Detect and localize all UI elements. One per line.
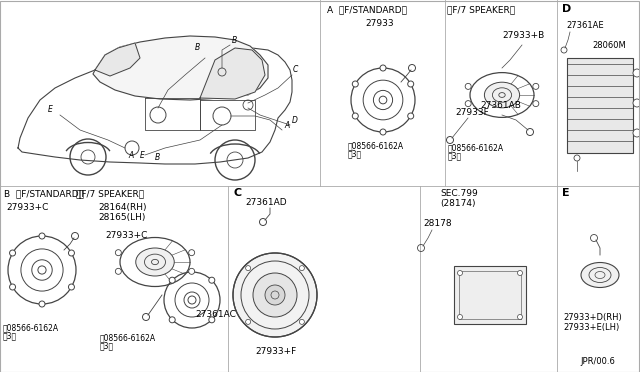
Circle shape [246,320,251,324]
Circle shape [10,284,15,290]
Circle shape [169,317,175,323]
Text: (28174): (28174) [440,199,476,208]
Circle shape [465,83,471,89]
Circle shape [209,277,215,283]
Text: C: C [293,65,298,74]
Text: 28178: 28178 [423,219,452,228]
Text: Ⓝ08566-6162A: Ⓝ08566-6162A [348,141,404,150]
Circle shape [458,314,463,320]
Text: 27933F: 27933F [455,108,489,117]
Circle shape [300,266,305,270]
Ellipse shape [136,248,174,276]
Ellipse shape [484,82,520,108]
Text: JPR/00.6: JPR/00.6 [580,357,615,366]
Circle shape [533,100,539,107]
Text: 〈F/7 SPEAKER〉: 〈F/7 SPEAKER〉 [76,189,144,198]
Circle shape [518,270,522,276]
Text: E: E [140,151,145,160]
Text: Ⓝ08566-6162A: Ⓝ08566-6162A [448,143,504,152]
Text: D: D [292,116,298,125]
Circle shape [115,250,122,256]
Text: 27933: 27933 [365,19,394,28]
Circle shape [518,314,522,320]
Text: A: A [284,121,289,130]
Circle shape [408,113,413,119]
Text: 〈3〉: 〈3〉 [448,151,462,160]
Text: 〈3〉: 〈3〉 [3,331,17,340]
Text: A: A [128,151,133,160]
Circle shape [408,81,413,87]
Text: 27361AD: 27361AD [245,198,287,207]
Text: 27933+C: 27933+C [6,203,49,212]
Text: B  〈F/STANDARD〉: B 〈F/STANDARD〉 [4,189,84,198]
Polygon shape [95,43,140,76]
Text: B: B [155,153,160,162]
Text: 27933+E(LH): 27933+E(LH) [563,323,620,332]
Polygon shape [200,48,265,99]
Circle shape [633,99,640,107]
Circle shape [10,250,15,256]
Circle shape [633,129,640,137]
Text: A  〈F/STANDARD〉: A 〈F/STANDARD〉 [327,5,407,14]
Circle shape [246,266,251,270]
Circle shape [458,270,463,276]
Text: 27933+F: 27933+F [255,347,296,356]
Text: 28165(LH): 28165(LH) [98,213,145,222]
Circle shape [380,65,386,71]
Text: 〈3〉: 〈3〉 [100,341,114,350]
Circle shape [253,273,297,317]
Text: Ⓝ08566-6162A: Ⓝ08566-6162A [3,323,59,332]
Text: C: C [233,188,241,198]
Text: 28060M: 28060M [592,41,626,50]
Circle shape [352,113,358,119]
Text: 28164(RH): 28164(RH) [98,203,147,212]
Ellipse shape [581,263,619,288]
Text: 27361AB: 27361AB [480,101,521,110]
Bar [454,266,526,324]
Circle shape [300,320,305,324]
Circle shape [465,100,471,107]
Text: 27933+D(RH): 27933+D(RH) [563,313,621,322]
Circle shape [233,253,317,337]
Text: 27933+B: 27933+B [502,31,544,40]
Circle shape [633,69,640,77]
Circle shape [380,129,386,135]
Text: E: E [48,105,53,114]
Circle shape [39,301,45,307]
Polygon shape [93,36,268,100]
Text: D: D [562,4,572,14]
Text: SEC.799: SEC.799 [440,189,477,198]
Text: 27361AE: 27361AE [566,21,604,30]
Bar [567,58,633,153]
Circle shape [265,285,285,305]
Circle shape [533,83,539,89]
Circle shape [189,250,195,256]
Text: 27361AC: 27361AC [195,310,236,319]
Circle shape [169,277,175,283]
Text: E: E [562,188,570,198]
Circle shape [209,317,215,323]
Circle shape [189,268,195,274]
Polygon shape [18,48,292,164]
Circle shape [39,233,45,239]
Circle shape [352,81,358,87]
Text: Ⓝ08566-6162A: Ⓝ08566-6162A [100,333,156,342]
Circle shape [68,284,74,290]
Text: B: B [195,43,200,52]
Text: 〈F/7 SPEAKER〉: 〈F/7 SPEAKER〉 [447,5,515,14]
Circle shape [68,250,74,256]
Text: 27933+C: 27933+C [105,231,147,240]
Circle shape [115,268,122,274]
Text: B: B [232,36,237,45]
Text: 〈3〉: 〈3〉 [348,149,362,158]
